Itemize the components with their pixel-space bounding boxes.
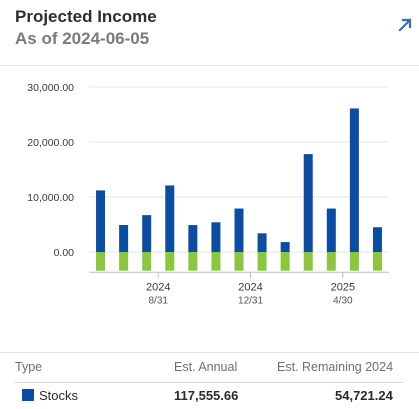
y-tick-label: 0.00 [54, 247, 75, 259]
bar [280, 242, 290, 252]
table-divider [15, 382, 404, 383]
x-tick-label-date: 4/30 [333, 295, 353, 306]
bar [211, 252, 221, 271]
projected-income-chart: 0.00 10,000.00 20,000.00 30,000.00 2024 8/31 2… [27, 82, 389, 306]
type-column-header: Type [15, 360, 43, 374]
x-tick-label-year: 2024 [238, 281, 262, 293]
bar [188, 225, 198, 252]
x-tick-label-year: 2024 [146, 281, 170, 293]
bar [372, 252, 382, 271]
bar [119, 225, 129, 252]
card-header: Projected Income As of 2024-06-05 [0, 0, 419, 66]
est-annual-column-header: Est. Annual [174, 360, 238, 374]
x-tick-label-date: 12/31 [238, 295, 263, 306]
bar [165, 185, 175, 252]
as-of-date: As of 2024-06-05 [15, 29, 150, 48]
bar [280, 252, 290, 271]
y-tick-label: 10,000.00 [27, 192, 74, 204]
bar [326, 208, 336, 252]
bar [142, 215, 152, 252]
y-tick-label: 30,000.00 [27, 82, 74, 94]
row-est-remaining: 54,721.24 [335, 388, 393, 403]
bar [165, 252, 175, 271]
bar [188, 252, 198, 271]
bar [349, 108, 359, 252]
bar [303, 154, 313, 252]
income-table: Type Est. Annual Est. Remaining 2024 Sto… [0, 352, 419, 409]
est-remaining-column-header: Est. Remaining 2024 [277, 360, 394, 374]
bar [349, 252, 359, 271]
bar [234, 208, 244, 252]
bar [372, 227, 382, 252]
expand-arrow-icon[interactable] [396, 16, 414, 34]
bar [119, 252, 129, 271]
bar [303, 252, 313, 271]
bar [234, 252, 244, 271]
bar [96, 190, 106, 252]
bar [142, 252, 152, 271]
row-type-label: Stocks [39, 388, 79, 403]
stocks-legend-swatch [22, 389, 34, 401]
x-tick-label-year: 2025 [331, 281, 355, 293]
bar [96, 252, 106, 271]
bar [257, 252, 267, 271]
bar [257, 233, 267, 252]
y-tick-label: 20,000.00 [27, 137, 74, 149]
bar [211, 222, 221, 252]
x-tick-label-date: 8/31 [148, 295, 168, 306]
row-est-annual: 117,555.66 [174, 388, 239, 403]
card-title: Projected Income [15, 7, 157, 26]
bar [326, 252, 336, 271]
